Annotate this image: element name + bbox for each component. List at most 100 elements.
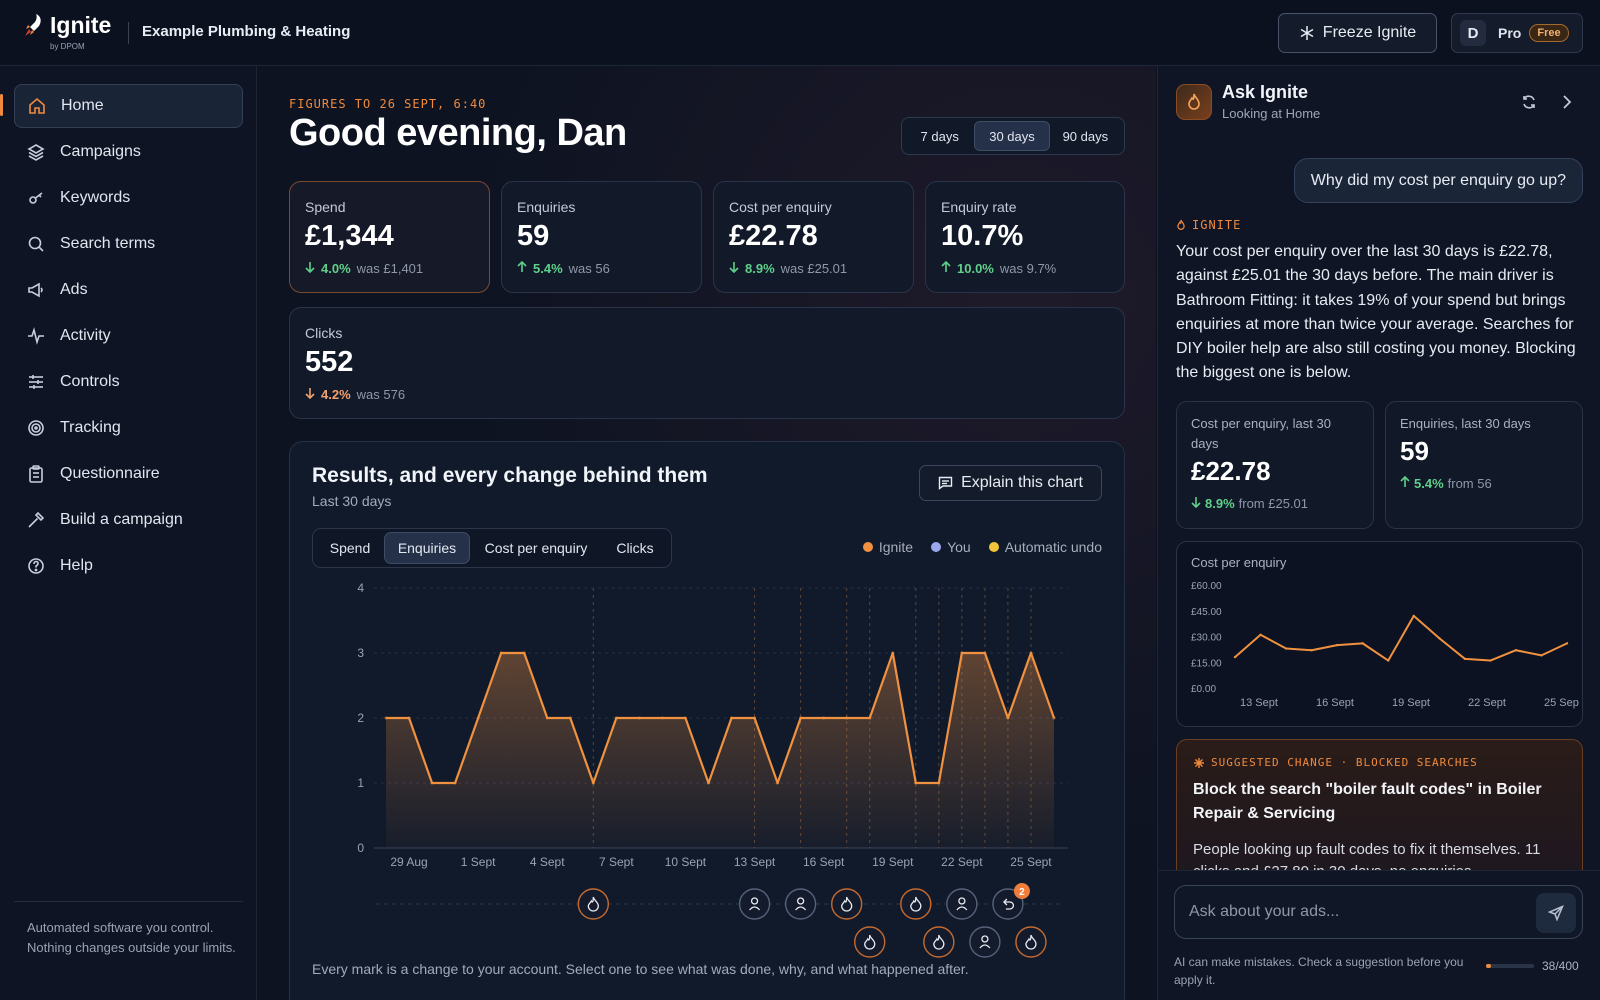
arrow-down-icon [305,387,315,402]
explain-chart-button[interactable]: Explain this chart [919,465,1102,501]
event-marker-undo[interactable] [992,888,1024,920]
mini-stat-delta: 5.4% from 56 [1400,475,1492,491]
suggestion-label: SUGGESTED CHANGE · BLOCKED SEARCHES [1193,756,1478,769]
legend-label: Ignite [878,539,914,555]
data-point [753,716,757,720]
account-name[interactable]: Example Plumbing & Heating [142,23,351,40]
legend-item-automatic-undo: Automatic undo [988,539,1102,555]
chat-input-box [1174,885,1583,939]
stat-card-spend[interactable]: Spend £1,344 4.0% was £1,401 [289,181,490,293]
profile-menu[interactable]: D Pro Free [1451,13,1583,53]
freeze-ignite-label: Freeze Ignite [1322,24,1417,41]
range-30-days[interactable]: 30 days [974,121,1050,151]
flame-icon [933,934,945,950]
event-marker-ignite[interactable] [1015,926,1047,958]
stat-label: Enquiries [517,199,576,215]
x-tick-label: 13 Sept [734,855,776,869]
event-marker-you[interactable] [738,888,771,920]
data-point [545,716,549,720]
series-line [386,651,1056,785]
event-count-badge [1013,883,1030,899]
sidebar-item-controls[interactable]: Controls [14,360,243,404]
event-marker-ignite[interactable] [923,926,955,958]
event-marker-ignite[interactable] [854,926,886,958]
sidebar-item-label: Home [61,97,104,114]
y-tick-label: 0 [357,841,364,855]
undo-icon [1003,901,1015,910]
event-marker-you[interactable] [969,926,1001,958]
delta-value: 4.2% [321,387,351,402]
data-point [1006,716,1010,720]
arrow-down-icon [729,261,739,276]
freeze-ignite-button[interactable]: Freeze Ignite [1278,13,1437,53]
event-marker-ignite[interactable] [900,888,932,920]
data-point [453,781,457,785]
sidebar-item-questionnaire[interactable]: Questionnaire [14,452,243,496]
sidebar-item-help[interactable]: Help [14,544,243,588]
sidebar-item-activity[interactable]: Activity [14,314,243,358]
data-point [1387,659,1390,662]
stat-card-enquiry-rate[interactable]: Enquiry rate 10.7% 10.0% was 9.7% [925,181,1125,293]
data-point [1259,633,1262,636]
delta-value: 5.4% [533,261,563,276]
x-tick-label: 22 Sept [1468,697,1506,709]
x-tick-label: 19 Sept [1392,697,1430,709]
counter-bar-fill [1486,964,1491,968]
ask-input[interactable] [1189,886,1519,938]
logo[interactable]: Ignite by DPOM [22,12,111,51]
stat-card-enquiries[interactable]: Enquiries 59 5.4% was 56 [501,181,702,293]
tab-enquiries[interactable]: Enquiries [384,532,470,564]
tab-clicks[interactable]: Clicks [616,540,654,556]
stat-delta: 4.2% was 576 [305,387,405,402]
y-tick-label: £30.00 [1191,633,1222,644]
sidebar-item-search-terms[interactable]: Search terms [14,222,243,266]
key-icon [26,189,46,207]
sidebar-item-ads[interactable]: Ads [14,268,243,312]
refresh-icon[interactable] [1521,94,1537,115]
data-point [660,716,664,720]
previous-value: was £25.01 [780,261,848,276]
data-point [1310,649,1313,652]
stat-delta: 8.9% was £25.01 [729,261,847,276]
mini-stat-label: Cost per enquiry, last 30 days [1191,416,1331,451]
range-7-days[interactable]: 7 days [920,128,959,144]
sidebar-item-campaigns[interactable]: Campaigns [14,130,243,174]
sidebar-item-tracking[interactable]: Tracking [14,406,243,450]
range-90-days[interactable]: 90 days [1062,128,1109,144]
arrow-up-icon [1400,475,1410,491]
stat-delta: 5.4% was 56 [517,260,610,276]
x-tick-label: 16 Sept [1316,697,1354,709]
event-marker-ignite[interactable] [830,888,863,920]
sidebar-item-build-a-campaign[interactable]: Build a campaign [14,498,243,542]
page-title: Good evening, Dan [289,112,627,154]
stat-card-clicks[interactable]: Clicks 552 4.2% was 576 [289,307,1125,419]
data-point [591,781,595,785]
counter-text: 38/400 [1542,959,1579,973]
user-icon-body [795,906,807,911]
user-icon-body [979,944,991,949]
event-marker-you[interactable] [946,888,978,920]
stat-card-cost-per-enquiry[interactable]: Cost per enquiry £22.78 8.9% was £25.01 [713,181,914,293]
cost-per-enquiry-line-chart: £0.00 £15.00 £30.00 £45.00 £60.00 13 Sept 16 S… [1191,581,1579,709]
chart-subtitle: Last 30 days [312,493,392,509]
data-point [1335,643,1339,647]
sparkle-icon [1194,757,1204,768]
chevron-right-icon[interactable] [1561,94,1573,115]
sidebar-item-label: Ads [60,281,88,298]
data-point [1565,642,1569,645]
snowflake-icon [1300,26,1314,40]
stat-delta: 10.0% was 9.7% [941,260,1056,276]
tab-spend[interactable]: Spend [329,540,371,556]
main-content: FIGURES TO 26 SEPT, 6:40 Good evening, D… [258,66,1156,1000]
sidebar-item-home[interactable]: Home [14,84,243,128]
send-button[interactable] [1536,893,1576,933]
flame-icon [1025,934,1037,950]
event-marker-you[interactable] [784,888,817,920]
event-marker-ignite[interactable] [577,888,610,920]
sidebar-item-label: Campaigns [60,143,141,160]
home-icon [27,97,47,115]
tab-cost-per-enquiry[interactable]: Cost per enquiry [484,540,588,556]
sidebar-item-keywords[interactable]: Keywords [14,176,243,220]
y-tick-label: £60.00 [1191,581,1222,592]
clipboard-icon [26,465,46,483]
